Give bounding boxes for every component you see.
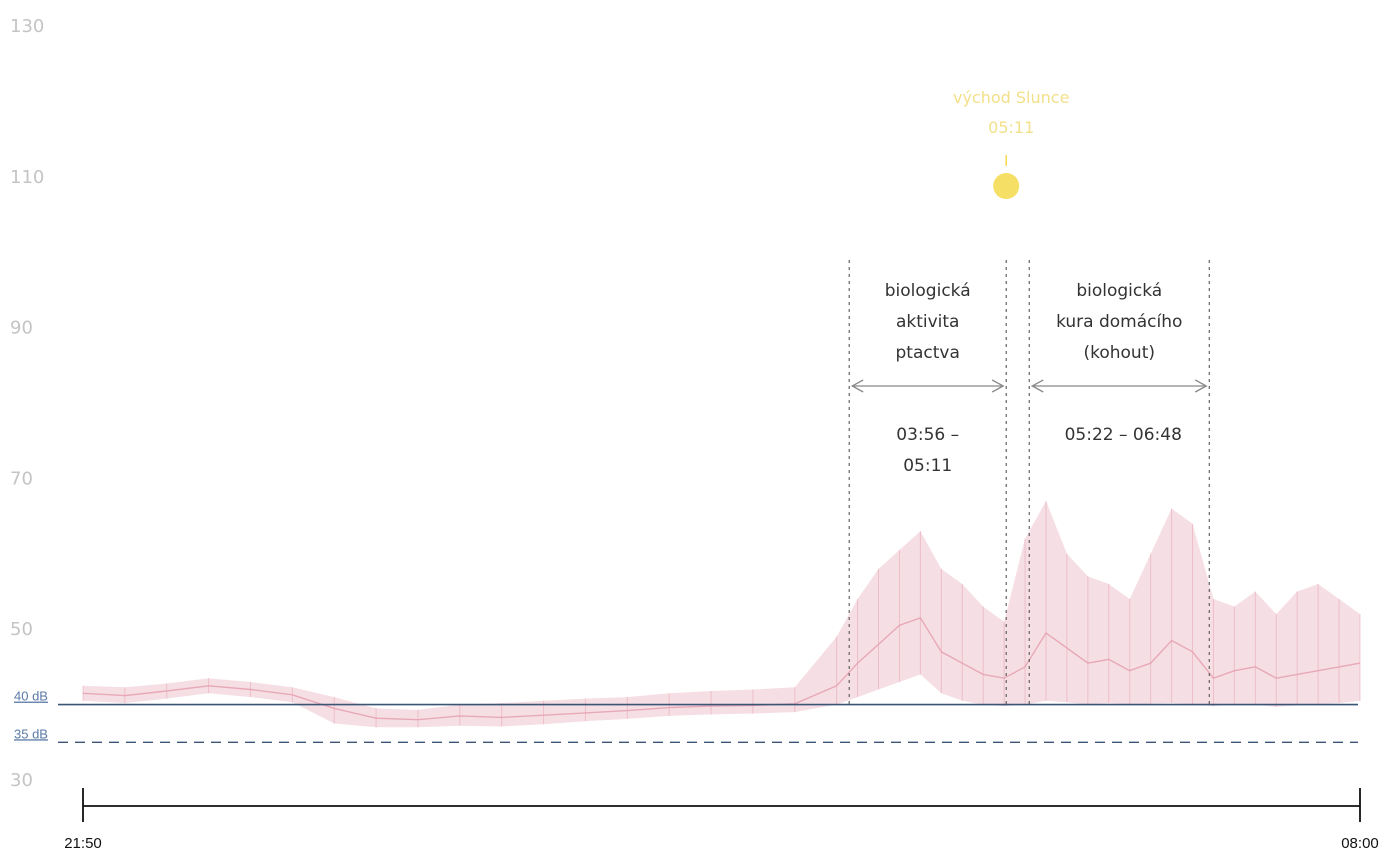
series-layer <box>82 501 1361 728</box>
annotation-range-line: 05:11 <box>903 456 952 476</box>
time-axis: 21:50 08:00 <box>64 788 1379 852</box>
annotation-title-line: aktivita <box>896 312 960 332</box>
reference-label-35db: 35 dB <box>14 726 48 741</box>
annotation-range-line: 05:22 – 06:48 <box>1065 425 1182 445</box>
sunrise-label-line: východ Slunce <box>953 88 1069 107</box>
annotation-title-line: (kohout) <box>1083 343 1155 363</box>
arrow-left-icon <box>1030 379 1044 393</box>
y-tick-label: 90 <box>10 318 33 339</box>
y-tick-label: 110 <box>10 167 44 188</box>
annotation-title-line: kura domácího <box>1056 312 1182 332</box>
sunrise-label-line: 05:11 <box>988 118 1034 137</box>
arrow-left-icon <box>850 379 864 393</box>
annotation-title-line: biologická <box>1076 281 1162 301</box>
annotation-range-line: 03:56 – <box>896 425 959 445</box>
annotation-layer: biologická aktivita ptactva 03:56 – 05:11 bio… <box>848 260 1210 705</box>
arrow-right-icon <box>1194 379 1208 393</box>
annotation-title-line: biologická <box>885 281 971 301</box>
sun-icon <box>993 173 1020 199</box>
y-tick-label: 50 <box>10 619 33 640</box>
time-end-label: 08:00 <box>1341 835 1379 852</box>
annotation-title-line: ptactva <box>896 343 960 363</box>
y-tick-label: 70 <box>10 468 33 489</box>
reference-lines: 40 dB 35 dB <box>14 689 1358 743</box>
reference-label-40db: 40 dB <box>14 689 48 704</box>
time-start-label: 21:50 <box>64 835 102 852</box>
y-axis-ticks: 130 110 90 70 50 30 <box>10 16 44 791</box>
y-tick-label: 130 <box>10 16 44 37</box>
arrow-right-icon <box>991 379 1005 393</box>
series-line <box>82 617 1361 721</box>
series-range-band <box>83 501 1360 728</box>
y-tick-label: 30 <box>10 770 33 791</box>
sunrise-marker: východ Slunce 05:11 <box>953 88 1069 199</box>
